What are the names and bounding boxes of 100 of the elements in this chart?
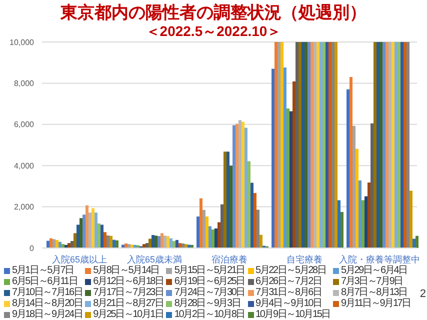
bar [112, 240, 116, 248]
bar [154, 236, 158, 248]
bar [82, 214, 86, 248]
bar [400, 42, 404, 248]
y-tick-label: 6,000 [14, 120, 35, 130]
bar [382, 42, 386, 248]
bar [218, 222, 220, 248]
legend-label: 7月10日～7月16日 [12, 287, 82, 298]
x-tick-label: 入院65歳未満 [126, 254, 182, 264]
bar [196, 216, 200, 248]
bar [242, 122, 244, 248]
legend-label: 6月26日～7月2日 [256, 276, 322, 287]
bar [110, 236, 112, 248]
bar [416, 236, 418, 248]
bar [116, 240, 118, 248]
legend-label: 10月2日～10月8日 [174, 309, 245, 320]
legend-label: 9月18日～9月24日 [12, 309, 82, 320]
bar [302, 42, 304, 248]
bar [188, 244, 190, 248]
bar [50, 238, 52, 248]
bar [256, 210, 260, 248]
legend-label: 9月4日～9月10日 [256, 298, 322, 309]
legend-label: 5月1日～5月7日 [12, 265, 74, 276]
bar [260, 234, 262, 248]
bar [200, 198, 202, 248]
bar [70, 240, 74, 248]
bar [398, 42, 400, 248]
bar [322, 42, 326, 248]
bar [328, 42, 332, 248]
bar [94, 212, 98, 248]
bar [226, 152, 230, 248]
bar [122, 244, 124, 248]
legend-label: 5月22日～5月28日 [256, 265, 326, 276]
x-tick-label: 入院65歳以上 [52, 254, 108, 264]
bar [338, 200, 340, 248]
bar [76, 224, 80, 248]
bar [130, 244, 134, 248]
bar [292, 81, 296, 248]
legend-label: 8月28日～9月3日 [174, 298, 240, 309]
legend-label: 7月17日～7月23日 [93, 287, 164, 298]
bar [80, 218, 82, 248]
bar [394, 42, 398, 248]
bar [412, 238, 416, 248]
legend-label: 10月9日～10月15日 [256, 309, 330, 320]
bar [208, 226, 212, 248]
bar [214, 228, 218, 248]
bar [178, 243, 182, 248]
bar [46, 240, 50, 248]
y-tick-label: 8,000 [14, 79, 35, 88]
bar [296, 42, 298, 248]
bar [404, 42, 406, 248]
bar [68, 243, 70, 248]
bar [340, 212, 344, 248]
x-tick-label: 入院・療養等調整中 [339, 254, 420, 264]
bar [236, 124, 238, 248]
bar [284, 68, 286, 248]
bar [406, 42, 410, 248]
bar [278, 42, 280, 248]
bar [356, 148, 358, 248]
bar [202, 210, 206, 248]
legend-label: 8月21日～8月27日 [93, 298, 164, 309]
bar [230, 166, 232, 248]
bar [148, 238, 152, 248]
bar [362, 200, 364, 248]
bar [376, 42, 380, 248]
bar [166, 236, 170, 248]
bar [392, 42, 394, 248]
bar [358, 180, 362, 248]
bar [314, 42, 316, 248]
bar [254, 193, 256, 248]
y-tick-label: 2,000 [14, 202, 35, 212]
y-tick-label: 10,000 [10, 38, 35, 47]
bar [176, 240, 178, 248]
bar [248, 161, 250, 248]
bar [352, 126, 356, 248]
bar [310, 42, 314, 248]
bar [326, 42, 328, 248]
bar [92, 208, 94, 248]
bar [388, 42, 392, 248]
y-tick-label: 4,000 [14, 161, 35, 170]
chart-subtitle: ＜2022.5～2022.10＞ [144, 23, 282, 39]
bar [160, 233, 164, 248]
bar [272, 68, 274, 248]
bar [350, 77, 352, 248]
legend-label: 5月29日～6月4日 [341, 265, 407, 276]
bar [332, 42, 334, 248]
bar [286, 108, 290, 248]
bar [244, 128, 248, 248]
bar [238, 120, 242, 248]
legend-label: 6月12日～6月18日 [93, 276, 164, 287]
bar [334, 42, 338, 248]
bar [106, 235, 110, 248]
bar [88, 212, 92, 248]
bar [374, 42, 376, 248]
y-tick-label: 0 [30, 244, 35, 253]
bar [98, 223, 100, 248]
legend-label: 6月19日～6月25日 [174, 276, 245, 287]
bar [206, 216, 208, 248]
legend-label: 5月15日～5月21日 [174, 265, 245, 276]
bar [52, 239, 56, 248]
